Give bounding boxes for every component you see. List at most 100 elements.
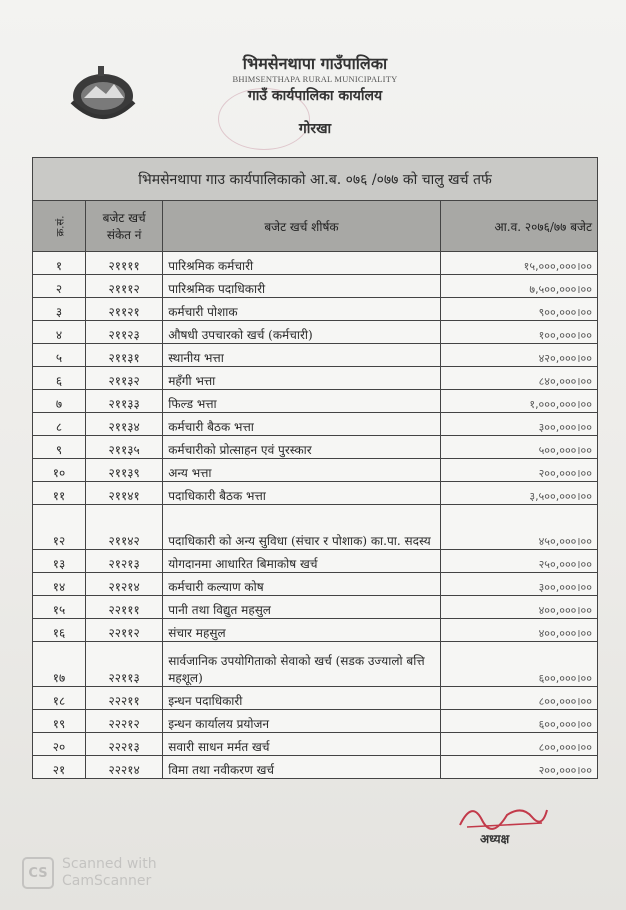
code-cell: २११४१	[85, 481, 164, 505]
budget-cell: ८४०,०००।००	[439, 366, 599, 390]
budget-cell: ३००,०००।००	[439, 412, 599, 436]
title-cell: कर्मचारी बैठक भत्ता	[162, 412, 441, 436]
table-row: २ २१११२ पारिश्रमिक पदाधिकारी ७,५००,०००।००	[31, 274, 599, 298]
table-row: २१ २२२१४ विमा तथा नवीकरण खर्च २००,०००।००	[31, 755, 599, 779]
serial-cell: ३	[31, 297, 87, 321]
title-cell: संचार महसुल	[162, 618, 441, 642]
camscanner-watermark: CS Scanned with CamScanner	[22, 856, 157, 890]
table-row: १६ २२११२ संचार महसुल ४००,०००।००	[31, 618, 599, 642]
code-cell: २१२१४	[85, 572, 164, 596]
table-row: १५ २२१११ पानी तथा विद्युत महसुल ४००,०००।००	[31, 595, 599, 619]
serial-cell: ५	[31, 343, 87, 367]
serial-cell: १९	[31, 709, 87, 733]
budget-cell: १००,०००।००	[439, 320, 599, 344]
signature-designation: अध्यक्ष	[480, 832, 510, 846]
serial-cell: ८	[31, 412, 87, 436]
code-cell: २११३२	[85, 366, 164, 390]
serial-cell: २१	[31, 755, 87, 779]
table-row: ४ २११२३ औषधी उपचारको खर्च (कर्मचारी) १००,००…	[31, 320, 599, 344]
header-code: बजेट खर्च संकेत नं	[85, 200, 164, 252]
budget-cell: ४२०,०००।००	[439, 343, 599, 367]
code-cell: २११४२	[85, 504, 164, 550]
code-cell: २११३९	[85, 458, 164, 482]
budget-cell: ६००,०००।००	[439, 709, 599, 733]
budget-cell: १५,०००,०००।००	[439, 251, 599, 275]
serial-cell: २०	[31, 732, 87, 756]
title-cell: महँगी भत्ता	[162, 366, 441, 390]
title-cell: पदाधिकारी को अन्य सुविधा (संचार र पोशाक)…	[162, 504, 441, 550]
code-cell: २२२१४	[85, 755, 164, 779]
code-cell: २१११२	[85, 274, 164, 298]
district-name: गोरखा	[298, 121, 332, 137]
code-cell: २११३४	[85, 412, 164, 436]
nepal-emblem-icon	[70, 66, 136, 119]
table-row: १ २११११ पारिश्रमिक कर्मचारी १५,०००,०००।००	[31, 251, 599, 275]
budget-cell: ३,५००,०००।००	[439, 481, 599, 505]
municipality-name-en: BHIMSENTHAPA RURAL MUNICIPALITY	[232, 74, 398, 84]
budget-cell: २५०,०००।००	[439, 549, 599, 573]
title-cell: पारिश्रमिक कर्मचारी	[162, 251, 441, 275]
serial-cell: ९	[31, 435, 87, 459]
table-row: १४ २१२१४ कर्मचारी कल्याण कोष ३००,०००।००	[31, 572, 599, 596]
serial-cell: ७	[31, 389, 87, 413]
table-row: ६ २११३२ महँगी भत्ता ८४०,०००।००	[31, 366, 599, 390]
header-serial: क्र.सं.	[31, 200, 87, 252]
serial-cell: १३	[31, 549, 87, 573]
table-row: ३ २११२१ कर्मचारी पोशाक ९००,०००।००	[31, 297, 599, 321]
code-cell: २२२१२	[85, 709, 164, 733]
office-name: गाउँ कार्यपालिका कार्यालय	[247, 88, 383, 104]
code-cell: २११२३	[85, 320, 164, 344]
table-row: १२ २११४२ पदाधिकारी को अन्य सुविधा (संचार र…	[31, 504, 599, 550]
title-cell: योगदानमा आधारित बिमाकोष खर्च	[162, 549, 441, 573]
budget-cell: १,०००,०००।००	[439, 389, 599, 413]
code-cell: २११११	[85, 251, 164, 275]
serial-cell: २	[31, 274, 87, 298]
serial-cell: ११	[31, 481, 87, 505]
table-row: १९ २२२१२ इन्धन कार्यालय प्रयोजन ६००,०००।००	[31, 709, 599, 733]
signature-icon	[459, 809, 548, 830]
serial-cell: १४	[31, 572, 87, 596]
table-row: १८ २२२११ इन्धन पदाधिकारी ८००,०००।००	[31, 686, 599, 710]
title-cell: इन्धन कार्यालय प्रयोजन	[162, 709, 441, 733]
table-row: ९ २११३५ कर्मचारीको प्रोत्साहन एवं पुरस्कार…	[31, 435, 599, 459]
budget-cell: ९००,०००।००	[439, 297, 599, 321]
code-cell: २२१११	[85, 595, 164, 619]
budget-cell: ८००,०००।००	[439, 732, 599, 756]
serial-cell: १२	[31, 504, 87, 550]
header-title: बजेट खर्च शीर्षक	[162, 200, 441, 252]
serial-cell: ४	[31, 320, 87, 344]
serial-cell: १५	[31, 595, 87, 619]
header-serial-text: क्र.सं.	[55, 215, 67, 237]
budget-cell: २००,०००।००	[439, 458, 599, 482]
budget-cell: ७,५००,०००।००	[439, 274, 599, 298]
table-row: १३ २१२१३ योगदानमा आधारित बिमाकोष खर्च २५०,०…	[31, 549, 599, 573]
table-title: भिमसेनथापा गाउ कार्यपालिकाको आ.ब. ०७६ /०…	[32, 157, 598, 201]
table-row: १७ २२११३ सार्वजानिक उपयोगिताको सेवाको खर्च…	[31, 641, 599, 687]
title-cell: स्थानीय भत्ता	[162, 343, 441, 367]
code-cell: २१२१३	[85, 549, 164, 573]
code-cell: २२११३	[85, 641, 164, 687]
budget-cell: ६००,०००।००	[439, 641, 599, 687]
title-cell: पानी तथा विद्युत महसुल	[162, 595, 441, 619]
budget-table: भिमसेनथापा गाउ कार्यपालिकाको आ.ब. ०७६ /०…	[31, 157, 599, 779]
title-cell: इन्धन पदाधिकारी	[162, 686, 441, 710]
title-cell: सवारी साधन मर्मत खर्च	[162, 732, 441, 756]
serial-cell: १७	[31, 641, 87, 687]
budget-cell: ४००,०००।००	[439, 595, 599, 619]
code-cell: २११३१	[85, 343, 164, 367]
budget-cell: ८००,०००।००	[439, 686, 599, 710]
table-row: ८ २११३४ कर्मचारी बैठक भत्ता ३००,०००।००	[31, 412, 599, 436]
municipality-name-np: भिमसेनथापा गाउँपालिका	[242, 54, 388, 73]
watermark-line1: Scanned with	[62, 856, 157, 872]
code-cell: २२२१३	[85, 732, 164, 756]
serial-cell: ६	[31, 366, 87, 390]
camscanner-logo-icon: CS	[22, 857, 54, 889]
title-cell: औषधी उपचारको खर्च (कर्मचारी)	[162, 320, 441, 344]
title-cell: सार्वजानिक उपयोगिताको सेवाको खर्च (सडक उ…	[162, 641, 441, 687]
table-row: २० २२२१३ सवारी साधन मर्मत खर्च ८००,०००।००	[31, 732, 599, 756]
title-cell: अन्य भत्ता	[162, 458, 441, 482]
table-row: ११ २११४१ पदाधिकारी बैठक भत्ता ३,५००,०००।००	[31, 481, 599, 505]
serial-cell: १८	[31, 686, 87, 710]
title-cell: विमा तथा नवीकरण खर्च	[162, 755, 441, 779]
header-budget: आ.व. २०७६/७७ बजेट	[439, 200, 599, 252]
